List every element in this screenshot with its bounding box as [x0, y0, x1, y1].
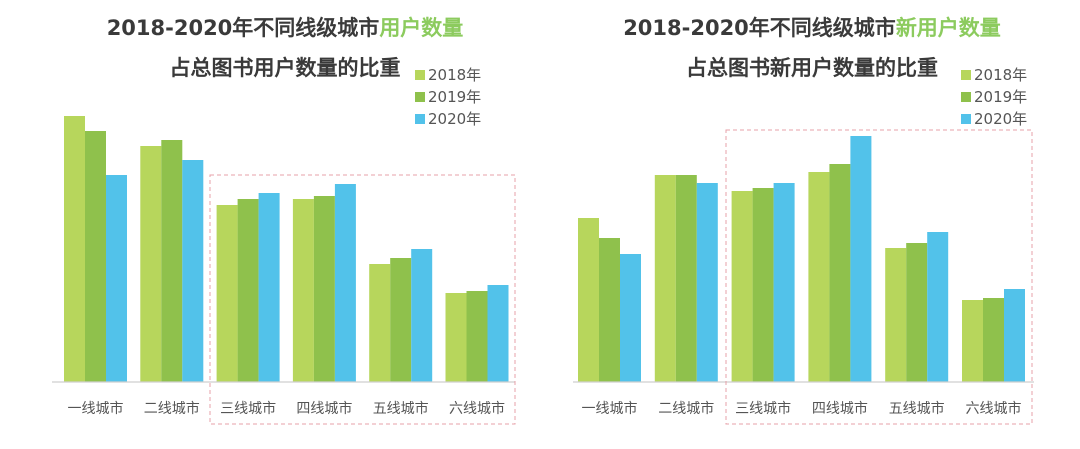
bar-5-2019 — [906, 243, 928, 382]
bar-3-2018 — [731, 191, 753, 382]
x-tick-label: 三线城市 — [220, 400, 276, 417]
legend-swatch-2019 — [415, 92, 425, 102]
x-tick-label: 二线城市 — [144, 400, 200, 417]
bar-1-2019 — [85, 131, 106, 382]
bar-1-2018 — [578, 218, 599, 382]
legend-swatch-2020 — [415, 114, 425, 124]
x-tick-label: 四线城市 — [812, 400, 868, 417]
chart-title: 2018-2020年不同线级城市新用户数量 — [623, 16, 1001, 40]
bar-4-2018 — [292, 199, 314, 382]
title-prefix: 2018-2020年不同线级城市 — [623, 16, 896, 40]
bar-3-2019 — [237, 199, 259, 382]
chart-subtitle: 占总图书用户数量的比重 — [170, 56, 401, 80]
legend-swatch-2019 — [961, 92, 971, 102]
bar-4-2020 — [850, 136, 872, 382]
legend-label-2019: 2019年 — [428, 88, 481, 106]
x-tick-label: 五线城市 — [373, 400, 429, 417]
legend-swatch-2018 — [961, 70, 971, 80]
bar-6-2018 — [962, 300, 983, 382]
bar-3-2020 — [258, 193, 280, 382]
bar-4-2020 — [334, 184, 356, 382]
bar-5-2020 — [927, 232, 949, 382]
bar-6-2020 — [487, 285, 509, 382]
bar-5-2019 — [390, 258, 412, 382]
x-tick-label: 三线城市 — [735, 400, 791, 417]
highlight-dashed-box — [209, 174, 516, 425]
bar-2-2018 — [654, 175, 676, 382]
bar-3-2020 — [773, 183, 795, 382]
highlight-dashed-box — [725, 129, 1033, 425]
bar-6-2018 — [445, 293, 467, 382]
x-tick-label: 六线城市 — [449, 400, 505, 417]
title-highlight: 用户数量 — [379, 16, 463, 40]
chart-subtitle: 占总图书新用户数量的比重 — [686, 56, 938, 80]
bar-4-2018 — [808, 172, 830, 382]
bar-6-2020 — [1004, 289, 1025, 382]
bar-5-2018 — [369, 264, 391, 382]
x-tick-label: 五线城市 — [889, 400, 945, 417]
bar-3-2019 — [752, 188, 774, 382]
legend-label-2018: 2018年 — [428, 66, 481, 84]
legend-swatch-2018 — [415, 70, 425, 80]
chart-title: 2018-2020年不同线级城市用户数量 — [107, 16, 464, 40]
title-prefix: 2018-2020年不同线级城市 — [107, 16, 380, 40]
x-tick-label: 一线城市 — [582, 400, 638, 417]
x-tick-label: 四线城市 — [296, 400, 352, 417]
bar-1-2020 — [620, 254, 641, 382]
x-tick-label: 一线城市 — [68, 400, 124, 417]
title-highlight: 新用户数量 — [896, 16, 1001, 40]
bar-5-2020 — [411, 249, 433, 382]
legend-swatch-2020 — [961, 114, 971, 124]
bar-2-2020 — [696, 183, 718, 382]
legend-label-2018: 2018年 — [974, 66, 1027, 84]
bar-2-2019 — [675, 175, 697, 382]
bar-2-2020 — [182, 160, 204, 382]
bar-1-2018 — [64, 116, 85, 382]
x-tick-label: 二线城市 — [658, 400, 714, 417]
bar-1-2020 — [106, 175, 127, 382]
legend-label-2020: 2020年 — [974, 110, 1027, 128]
bar-4-2019 — [313, 196, 335, 382]
bar-2-2019 — [161, 140, 183, 382]
x-tick-label: 六线城市 — [966, 400, 1022, 417]
bar-6-2019 — [983, 298, 1004, 382]
bar-3-2018 — [216, 205, 238, 382]
bar-6-2019 — [466, 291, 488, 382]
legend-label-2019: 2019年 — [974, 88, 1027, 106]
bar-1-2019 — [599, 238, 620, 382]
bar-2-2018 — [140, 146, 162, 382]
bar-4-2019 — [829, 164, 851, 382]
legend-label-2020: 2020年 — [428, 110, 481, 128]
bar-5-2018 — [885, 248, 907, 382]
